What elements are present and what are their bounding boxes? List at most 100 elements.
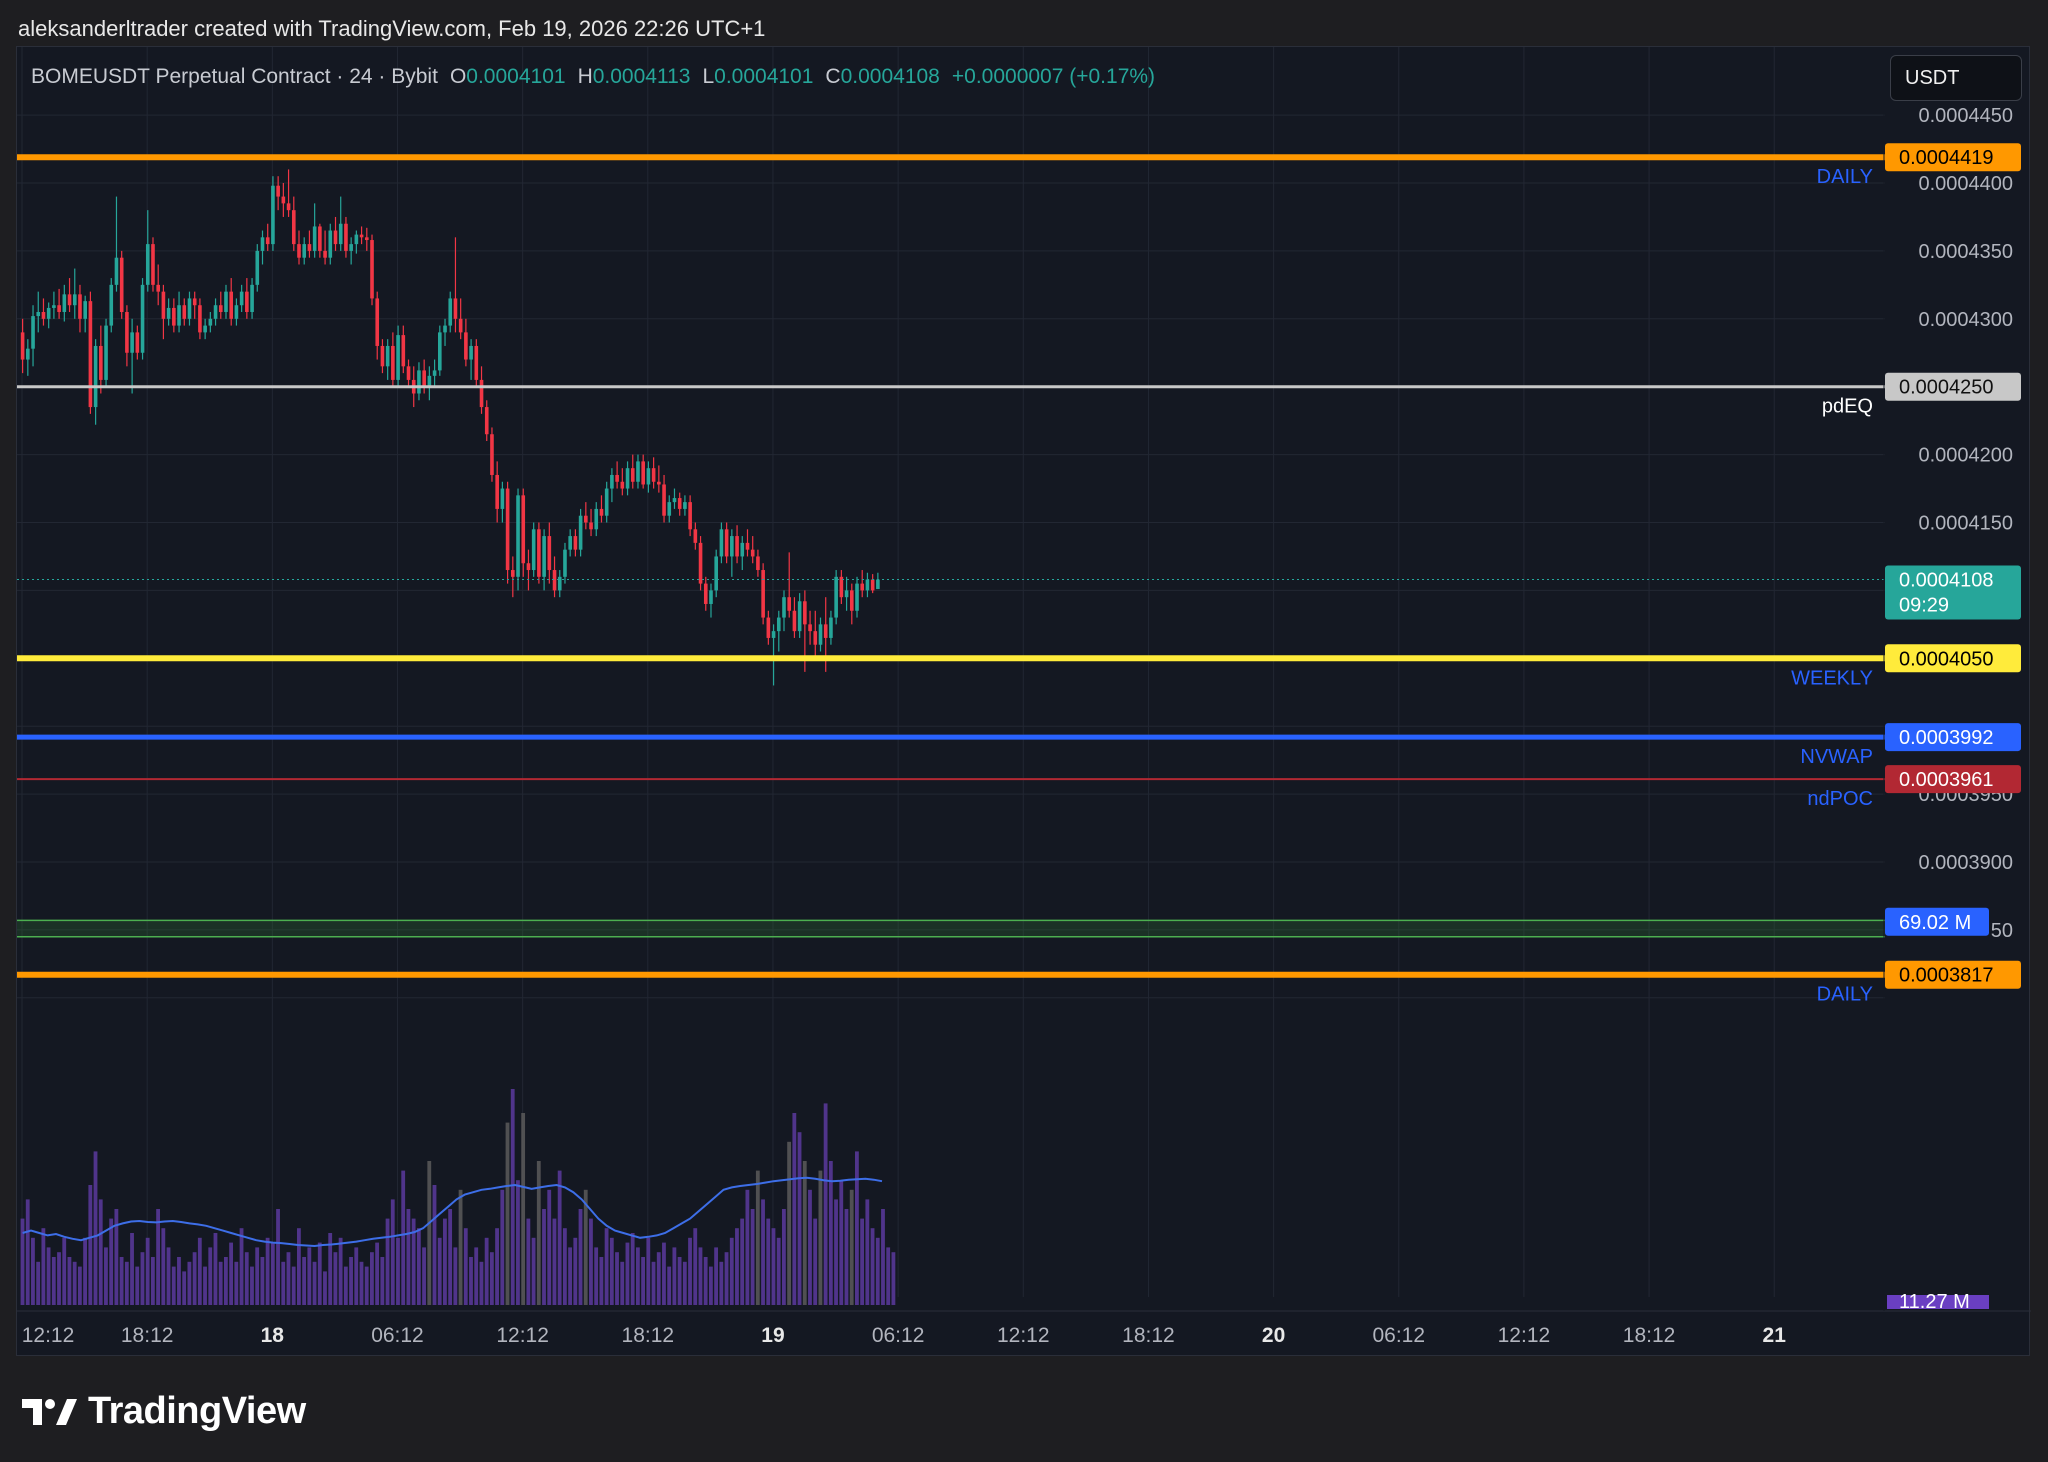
volume-bar	[135, 1266, 140, 1305]
current-price-badge	[1885, 565, 2021, 620]
candle-body	[333, 230, 338, 245]
candle-body	[364, 237, 369, 241]
candle-body	[683, 502, 687, 509]
volume-bar	[88, 1185, 93, 1305]
candle-body	[823, 624, 828, 638]
level-price-badge	[1885, 143, 2021, 172]
candle-body	[187, 298, 192, 319]
volume-bar	[150, 1257, 155, 1305]
candle-body	[818, 624, 823, 645]
volume-bar	[83, 1237, 87, 1305]
candle-body	[312, 226, 317, 251]
currency-button[interactable]: USDT	[1890, 55, 2022, 101]
level-tag-daily: DAILY	[1817, 984, 1873, 1006]
volume-bar	[834, 1199, 838, 1305]
candle-body	[803, 601, 807, 625]
candle-body	[67, 294, 72, 306]
price-axis-tick: 0.0003900	[1918, 852, 2013, 874]
volume-bar	[114, 1209, 119, 1305]
candle-body	[177, 305, 181, 326]
volume-bar	[620, 1261, 625, 1305]
candle-body	[52, 305, 56, 308]
price-axis-tick: 0.0004300	[1918, 309, 2013, 331]
candle-body	[547, 536, 552, 571]
candle-body	[771, 631, 776, 638]
candle-body	[26, 348, 30, 360]
candle-body	[151, 244, 155, 285]
volume-bar	[735, 1228, 739, 1305]
volume-bar	[406, 1209, 411, 1305]
level-tag-daily: DAILY	[1817, 166, 1873, 188]
price-axis-tick: 0.0004400	[1918, 173, 2013, 195]
volume-bar	[839, 1180, 844, 1305]
candle-body	[458, 318, 463, 333]
close-label: C	[825, 65, 841, 88]
candle-body	[797, 601, 802, 632]
volume-bar	[855, 1151, 859, 1305]
candle-body	[641, 461, 645, 485]
candle-body	[479, 379, 484, 408]
time-axis-tick: 12:12	[1498, 1324, 1551, 1347]
volume-bar	[463, 1228, 468, 1305]
candle-body	[693, 529, 698, 543]
candle-body	[531, 529, 536, 571]
volume-bar	[401, 1170, 406, 1305]
candle-body	[698, 542, 703, 584]
volume-bar	[67, 1257, 72, 1305]
candle-body	[500, 488, 505, 509]
candle-body	[537, 529, 541, 577]
volume-bar	[260, 1257, 265, 1305]
volume-bar	[688, 1237, 692, 1305]
volume-bar	[667, 1266, 672, 1305]
candle-body	[776, 617, 781, 632]
candle-body	[844, 590, 849, 598]
price-chart[interactable]: 0.0004450 0.0004400 0.0004350 0.0004300 0.00…	[17, 47, 2031, 1357]
volume-bar	[36, 1261, 41, 1305]
candle-body	[761, 570, 765, 618]
volume-bar	[635, 1247, 640, 1305]
candle-body	[62, 294, 67, 313]
candle-body	[41, 312, 46, 319]
volume-bar	[776, 1237, 781, 1305]
volume-bar	[693, 1228, 698, 1305]
candle-body	[114, 257, 119, 285]
level-price-label: 0.0004419	[1899, 147, 1994, 169]
candle-body	[657, 481, 661, 485]
volume-bar	[192, 1252, 197, 1305]
volume-bar	[729, 1237, 734, 1305]
candle-body	[876, 579, 880, 590]
candle-body	[119, 257, 124, 313]
price-axis-tick: 50	[1991, 920, 2013, 942]
candle-body	[224, 291, 228, 313]
symbol-title[interactable]: BOMEUSDT Perpetual Contract · 24 · Bybit	[31, 65, 438, 88]
tradingview-logo[interactable]: TradingView	[22, 1390, 306, 1433]
volume-bar	[239, 1228, 244, 1305]
candle-body	[239, 291, 244, 306]
candle-body	[349, 244, 353, 251]
volume-bar	[25, 1199, 30, 1305]
candle-body	[286, 203, 291, 211]
volume-bar	[349, 1257, 353, 1305]
volume-bar	[860, 1218, 865, 1305]
candle-body	[542, 536, 546, 577]
candle-body	[646, 468, 651, 485]
candle-body	[370, 240, 374, 299]
candle-body	[505, 488, 510, 571]
level-price-badge	[1885, 765, 2021, 794]
candle-body	[161, 291, 166, 319]
volume-bar	[542, 1209, 546, 1305]
level-price-badge	[1885, 960, 2021, 989]
volume-bar	[140, 1252, 145, 1305]
high-label: H	[577, 65, 593, 88]
time-axis-tick: 12:12	[496, 1324, 549, 1347]
volume-bar	[583, 1189, 588, 1305]
candle-body	[750, 549, 755, 557]
symbol-legend: BOMEUSDT Perpetual Contract · 24 · Bybit…	[31, 65, 1155, 89]
volume-bar	[505, 1122, 510, 1305]
time-axis-tick: 18	[261, 1324, 285, 1347]
volume-bar	[573, 1237, 578, 1305]
chart-frame[interactable]: 0.0004450 0.0004400 0.0004350 0.0004300 0.00…	[16, 46, 2031, 1357]
level-tag-ndpoc: ndPOC	[1807, 788, 1873, 810]
candle-body	[255, 250, 260, 285]
candle-body	[782, 597, 786, 618]
